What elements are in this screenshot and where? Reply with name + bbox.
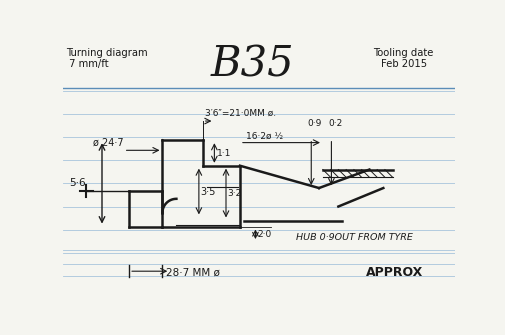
Text: 16·2ø ½: 16·2ø ½ xyxy=(245,131,283,140)
Text: 0·9: 0·9 xyxy=(307,119,321,128)
Text: 0·2: 0·2 xyxy=(328,119,342,128)
Text: ø 24·7: ø 24·7 xyxy=(92,137,123,147)
Text: 3·5: 3·5 xyxy=(200,187,215,197)
Text: 28·7 MM ø: 28·7 MM ø xyxy=(166,268,220,278)
Text: Turning diagram: Turning diagram xyxy=(66,48,147,58)
Text: 1·1: 1·1 xyxy=(216,148,231,157)
Text: Tooling date: Tooling date xyxy=(373,48,433,58)
Text: 3·2: 3·2 xyxy=(227,189,241,198)
Text: 3′6″=21·0MM ø.: 3′6″=21·0MM ø. xyxy=(205,109,276,118)
Text: HUB 0·9OUT FROM TYRE: HUB 0·9OUT FROM TYRE xyxy=(295,233,412,242)
Text: 7 mm/ft: 7 mm/ft xyxy=(66,59,109,69)
Text: Feb 2015: Feb 2015 xyxy=(380,59,426,69)
Text: B35: B35 xyxy=(210,43,293,85)
Text: APPROX: APPROX xyxy=(365,266,422,279)
Text: 5·6: 5·6 xyxy=(69,179,86,188)
Text: 2·0: 2·0 xyxy=(257,230,272,239)
